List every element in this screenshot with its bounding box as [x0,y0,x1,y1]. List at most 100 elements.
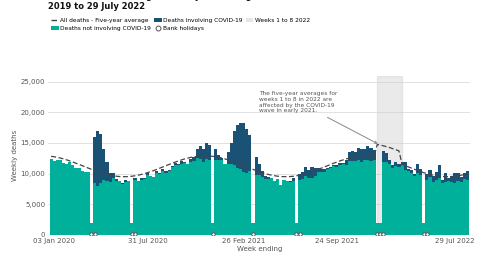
Bar [298,174,301,180]
Bar [338,163,341,166]
Bar [429,170,432,177]
Bar [379,223,382,235]
Bar [388,164,391,235]
Bar [348,153,351,161]
Bar [301,172,304,179]
Bar [317,168,320,173]
Bar [214,160,217,235]
Bar [456,181,459,235]
Bar [320,169,323,172]
Bar [370,161,372,235]
Bar [65,164,68,235]
Bar [233,164,236,235]
Bar [186,164,189,235]
Bar [155,173,158,235]
Bar [419,175,422,235]
Bar [354,153,357,160]
Bar [168,170,171,171]
Bar [161,171,165,235]
Bar [165,173,168,235]
Bar [357,148,360,160]
Bar [220,158,224,160]
Bar [323,169,326,172]
Bar [152,177,155,235]
Bar [298,180,301,235]
Bar [456,173,459,181]
Bar [115,179,118,181]
Bar [227,152,230,164]
Bar [326,169,329,235]
Bar [121,183,124,184]
Bar [466,171,469,180]
Bar [463,178,466,235]
Bar [155,171,158,173]
Bar [360,148,363,162]
Bar [407,171,410,235]
Bar [419,168,422,175]
Bar [90,223,93,235]
Bar [93,183,96,235]
Bar [189,158,192,162]
Bar [425,174,429,180]
Bar [313,168,317,176]
Bar [351,161,354,235]
Bar [174,165,177,235]
Bar [410,170,413,173]
Bar [171,167,174,235]
Bar [133,180,136,235]
Bar [133,178,136,180]
Bar [326,168,329,169]
Y-axis label: Weekly deaths: Weekly deaths [12,130,18,181]
Bar [202,162,205,235]
Bar [400,165,404,235]
Bar [441,180,444,183]
Bar [242,123,245,171]
Bar [453,184,456,235]
Bar [158,174,161,235]
Bar [345,160,348,165]
Bar [307,178,311,235]
Bar [130,223,133,235]
Bar [165,171,168,173]
Bar [161,170,165,171]
Bar [273,181,276,235]
Bar [288,182,292,235]
Bar [248,171,252,235]
Bar [177,164,180,165]
Bar [351,151,354,161]
Bar [270,178,273,235]
Bar [149,176,152,235]
Bar [295,223,298,235]
Bar [168,171,171,235]
Bar [447,178,450,181]
Bar [438,178,441,235]
Bar [115,181,118,235]
Bar [96,186,99,235]
Bar [422,223,425,235]
Bar [400,162,404,165]
Bar [220,160,224,235]
Bar [74,168,77,235]
Bar [217,160,220,235]
Bar [49,159,53,235]
Bar [146,174,149,235]
Bar [102,149,106,180]
Bar [363,148,366,160]
Bar [183,163,186,235]
Bar [354,160,357,235]
Bar [292,181,295,235]
Bar [323,172,326,235]
Bar [363,160,366,235]
Bar [283,180,286,235]
Bar [261,171,264,177]
Bar [444,173,447,183]
Bar [236,168,239,235]
Bar [329,168,332,235]
Bar [252,223,254,235]
Bar [432,176,435,182]
Bar [413,176,416,235]
Bar [99,183,102,235]
Bar [96,131,99,186]
Bar [435,172,438,180]
Bar [242,171,245,235]
